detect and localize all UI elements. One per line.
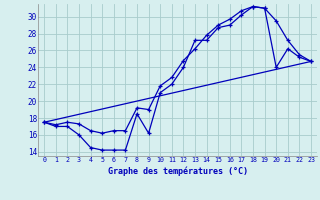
X-axis label: Graphe des températures (°C): Graphe des températures (°C) xyxy=(108,166,248,176)
